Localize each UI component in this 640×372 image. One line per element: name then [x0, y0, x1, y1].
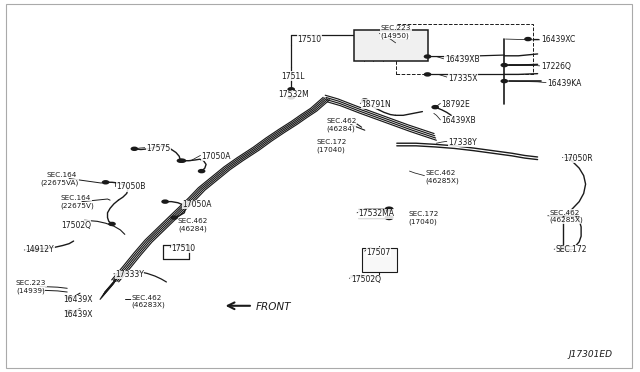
Circle shape	[385, 215, 394, 220]
Text: 16439X: 16439X	[63, 295, 92, 304]
Text: 17502Q: 17502Q	[351, 275, 381, 284]
Text: SEC.164: SEC.164	[61, 195, 91, 201]
Text: 16439XB: 16439XB	[445, 55, 479, 64]
Text: (46284): (46284)	[326, 125, 355, 132]
Text: 17502Q: 17502Q	[61, 221, 91, 230]
Text: (46284): (46284)	[178, 225, 207, 232]
Circle shape	[500, 63, 508, 67]
Text: SEC.223: SEC.223	[381, 25, 411, 31]
Circle shape	[102, 180, 109, 185]
Text: SEC.462: SEC.462	[131, 295, 161, 301]
Text: 18791N: 18791N	[362, 100, 391, 109]
Circle shape	[170, 215, 178, 220]
Text: (22675VA): (22675VA)	[40, 179, 79, 186]
Circle shape	[424, 54, 431, 59]
Text: 16439X: 16439X	[63, 310, 92, 319]
Text: 16439KA: 16439KA	[547, 79, 582, 88]
Text: 17532M: 17532M	[278, 90, 309, 99]
Text: 17510: 17510	[298, 35, 322, 44]
Text: (14950): (14950)	[381, 32, 410, 39]
Circle shape	[108, 222, 116, 226]
Text: FRONT: FRONT	[256, 302, 291, 312]
Text: (46283X): (46283X)	[131, 302, 165, 308]
Text: SEC.223: SEC.223	[16, 280, 46, 286]
Circle shape	[31, 247, 39, 251]
Text: (22675V): (22675V)	[61, 202, 95, 209]
Circle shape	[385, 206, 394, 212]
Circle shape	[500, 79, 508, 83]
Text: 16439XC: 16439XC	[541, 35, 575, 44]
Circle shape	[287, 95, 295, 100]
Text: 17226Q: 17226Q	[541, 62, 571, 71]
Text: 17335X: 17335X	[448, 74, 477, 83]
Circle shape	[431, 105, 439, 109]
Text: 16439XB: 16439XB	[442, 116, 476, 125]
Bar	[362, 248, 397, 272]
Text: SEC.172: SEC.172	[556, 246, 587, 254]
Text: 17510: 17510	[172, 244, 196, 253]
Circle shape	[424, 72, 431, 77]
Text: 17333Y: 17333Y	[115, 270, 144, 279]
Circle shape	[524, 37, 532, 41]
Circle shape	[177, 158, 184, 163]
Text: SEC.172: SEC.172	[317, 139, 347, 145]
Text: (46285X): (46285X)	[426, 177, 460, 184]
Text: 17532MA: 17532MA	[358, 209, 394, 218]
Text: 17050R: 17050R	[563, 154, 593, 163]
Circle shape	[65, 295, 73, 300]
Text: SEC.462: SEC.462	[549, 210, 579, 216]
Text: 17050A: 17050A	[182, 200, 212, 209]
Text: 17050B: 17050B	[116, 182, 146, 191]
Text: SEC.462: SEC.462	[326, 118, 356, 124]
Text: (46285X): (46285X)	[549, 217, 583, 224]
Text: J17301ED: J17301ED	[568, 350, 612, 359]
Text: (17040): (17040)	[408, 218, 437, 225]
Text: SEC.164: SEC.164	[46, 172, 76, 178]
Circle shape	[198, 169, 205, 173]
Text: 17338Y: 17338Y	[448, 138, 477, 147]
Text: 17575: 17575	[146, 144, 170, 153]
Circle shape	[131, 147, 138, 151]
Text: 17050A: 17050A	[202, 152, 231, 161]
Circle shape	[287, 87, 295, 92]
Bar	[354, 30, 428, 61]
Text: 1751L: 1751L	[282, 72, 305, 81]
Text: 17507: 17507	[366, 248, 390, 257]
Text: (14939): (14939)	[16, 288, 45, 294]
Text: SEC.462: SEC.462	[426, 170, 456, 176]
Text: 18792E: 18792E	[442, 100, 470, 109]
Circle shape	[361, 98, 369, 103]
Text: SEC.172: SEC.172	[408, 211, 438, 217]
Text: 14912Y: 14912Y	[26, 246, 54, 254]
Circle shape	[161, 199, 169, 204]
Circle shape	[65, 310, 73, 314]
Circle shape	[179, 158, 186, 163]
Text: SEC.462: SEC.462	[178, 218, 208, 224]
Text: (17040): (17040)	[317, 146, 346, 153]
